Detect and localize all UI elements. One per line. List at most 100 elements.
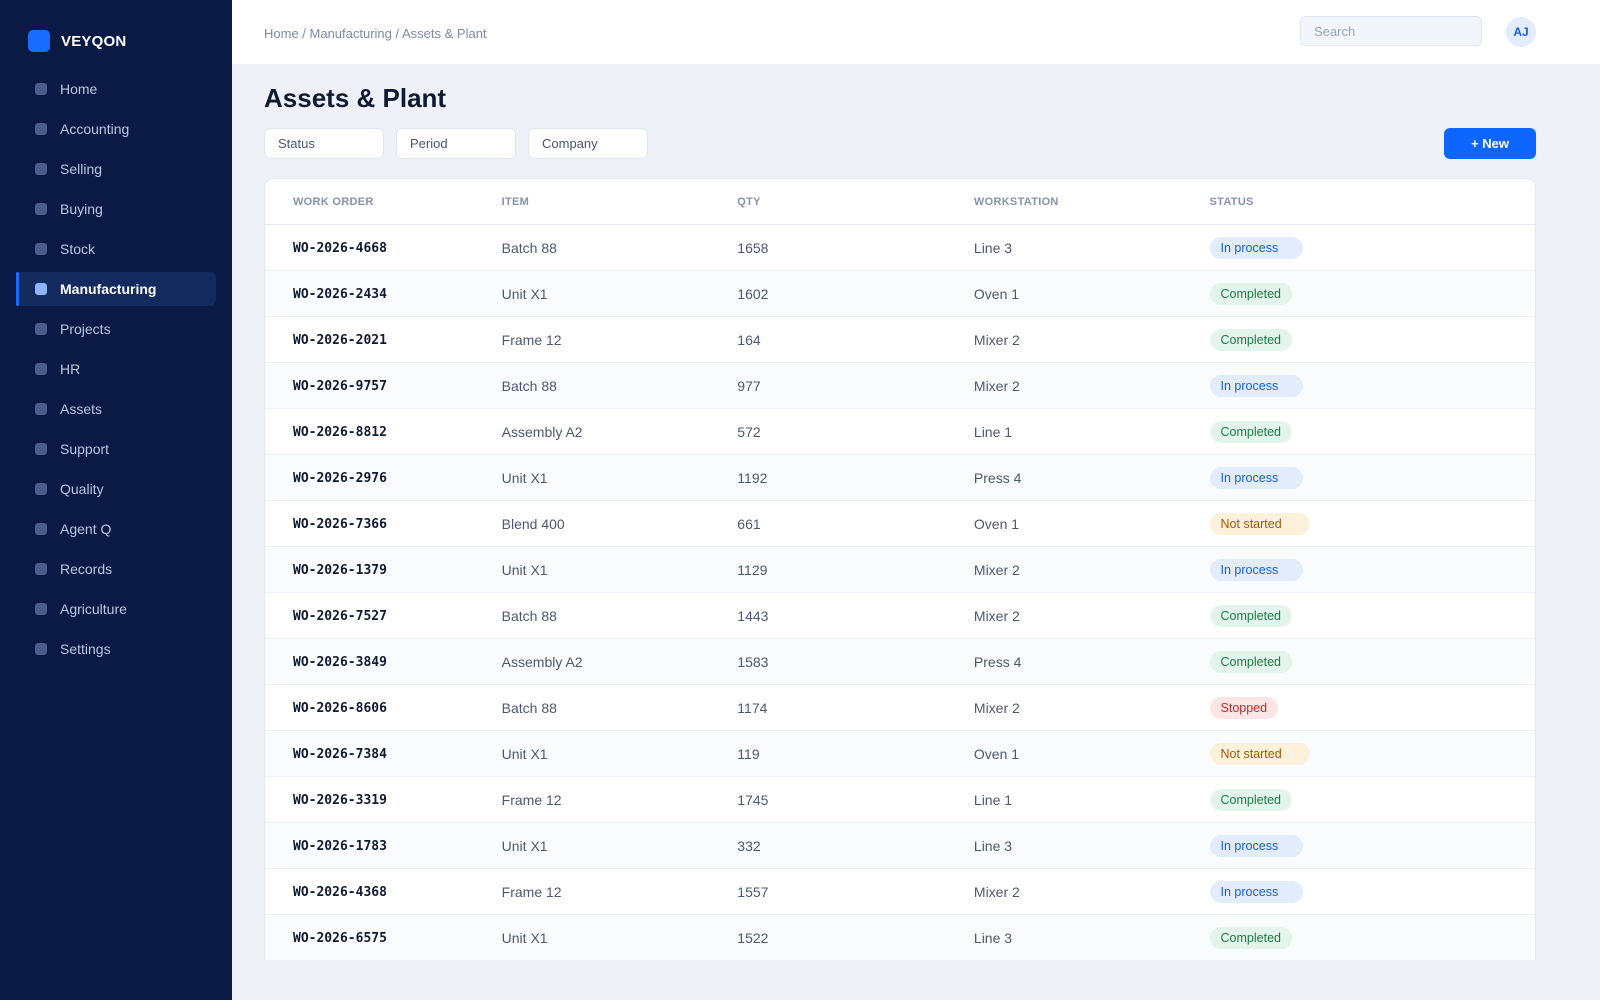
sidebar-item-records[interactable]: Records [16,552,216,586]
brand[interactable]: VEYQON [28,30,126,52]
work-order-id[interactable]: WO-2026-8606 [293,700,387,716]
table-row[interactable]: WO-2026-1379 Unit X1 1129 Mixer 2 In process [265,547,1535,593]
new-button[interactable]: + New [1444,128,1536,159]
table-row[interactable]: WO-2026-7384 Unit X1 119 Oven 1 Not started [265,731,1535,777]
work-order-id[interactable]: WO-2026-4668 [293,240,387,256]
table-row[interactable]: WO-2026-2021 Frame 12 164 Mixer 2 Completed [265,317,1535,363]
table-row[interactable]: WO-2026-2976 Unit X1 1192 Press 4 In process [265,455,1535,501]
sidebar-item-support[interactable]: Support [16,432,216,466]
workstation-cell: Press 4 [973,469,1022,486]
sidebar-item-manufacturing[interactable]: Manufacturing [16,272,216,306]
qty-cell: 1658 [737,239,769,256]
column-header-status[interactable]: STATUS [1209,195,1254,208]
item-cell: Assembly A2 [501,423,583,440]
nav-square-icon [35,123,47,135]
table-row[interactable]: WO-2026-4368 Frame 12 1557 Mixer 2 In proces… [265,869,1535,915]
column-header-item[interactable]: ITEM [501,195,530,208]
sidebar-item-buying[interactable]: Buying [16,192,216,226]
table-row[interactable]: WO-2026-3319 Frame 12 1745 Line 1 Completed [265,777,1535,823]
qty-cell: 977 [737,377,761,394]
sidebar-item-projects[interactable]: Projects [16,312,216,346]
sidebar-item-home[interactable]: Home [16,72,216,106]
nav-square-icon [35,83,47,95]
work-order-id[interactable]: WO-2026-7384 [293,746,387,762]
workstation-cell: Line 3 [973,929,1013,946]
workstation-cell: Mixer 2 [973,607,1020,624]
sidebar-item-agent-q[interactable]: Agent Q [16,512,216,546]
work-order-id[interactable]: WO-2026-7527 [293,608,387,624]
work-orders-table: WORK ORDER ITEM QTY WORKSTATION STATUS W… [264,178,1536,960]
sidebar-item-quality[interactable]: Quality [16,472,216,506]
sidebar-item-selling[interactable]: Selling [16,152,216,186]
sidebar-item-label: HR [60,361,81,377]
work-order-id[interactable]: WO-2026-4368 [293,884,387,900]
status-badge: Not started [1209,512,1310,535]
page-title: Assets & Plant [264,83,447,113]
company-filter[interactable]: Company [528,128,648,159]
item-cell: Frame 12 [501,791,562,808]
work-order-id[interactable]: WO-2026-2976 [293,470,387,486]
qty-cell: 119 [737,745,760,762]
table-row[interactable]: WO-2026-8606 Batch 88 1174 Mixer 2 Stopped [265,685,1535,731]
sidebar-item-settings[interactable]: Settings [16,632,216,666]
work-order-id[interactable]: WO-2026-7366 [293,516,387,532]
work-order-id[interactable]: WO-2026-3849 [293,654,387,670]
sidebar-item-accounting[interactable]: Accounting [16,112,216,146]
item-cell: Batch 88 [501,239,557,256]
status-badge: Stopped [1209,696,1279,719]
work-order-id[interactable]: WO-2026-1379 [293,562,387,578]
column-header-workstation[interactable]: WORKSTATION [973,195,1059,208]
item-cell: Unit X1 [501,929,548,946]
table-row[interactable]: WO-2026-1783 Unit X1 332 Line 3 In process [265,823,1535,869]
item-cell: Batch 88 [501,377,557,394]
table-row[interactable]: WO-2026-2434 Unit X1 1602 Oven 1 Completed [265,271,1535,317]
nav-square-icon [35,283,47,295]
work-order-id[interactable]: WO-2026-3319 [293,792,387,808]
table-header: WORK ORDER ITEM QTY WORKSTATION STATUS [265,179,1535,225]
item-cell: Unit X1 [501,561,548,578]
sidebar-item-label: Assets [60,401,103,417]
work-order-id[interactable]: WO-2026-1783 [293,838,387,854]
workstation-cell: Line 3 [973,239,1013,256]
status-badge: Completed [1209,788,1292,811]
qty-cell: 1557 [737,883,769,900]
qty-cell: 164 [737,331,761,348]
column-header-qty[interactable]: QTY [737,195,761,208]
sidebar-item-assets[interactable]: Assets [16,392,216,426]
table-row[interactable]: WO-2026-9757 Batch 88 977 Mixer 2 In process [265,363,1535,409]
work-order-id[interactable]: WO-2026-8812 [293,424,387,440]
item-cell: Frame 12 [501,331,562,348]
item-cell: Frame 12 [501,883,562,900]
column-header-work-order[interactable]: WORK ORDER [293,195,374,208]
table-row[interactable]: WO-2026-3849 Assembly A2 1583 Press 4 Comple… [265,639,1535,685]
nav-square-icon [35,243,47,255]
table-row[interactable]: WO-2026-6575 Unit X1 1522 Line 3 Completed [265,915,1535,960]
status-filter[interactable]: Status [264,128,384,159]
table-row[interactable]: WO-2026-7366 Blend 400 661 Oven 1 Not starte… [265,501,1535,547]
nav-square-icon [35,603,47,615]
item-cell: Batch 88 [501,607,557,624]
sidebar-item-hr[interactable]: HR [16,352,216,386]
breadcrumb[interactable]: Home / Manufacturing / Assets & Plant [264,26,487,41]
table-row[interactable]: WO-2026-4668 Batch 88 1658 Line 3 In process [265,225,1535,271]
workstation-cell: Mixer 2 [973,699,1020,716]
sidebar-item-label: Settings [60,641,111,657]
sidebar-item-stock[interactable]: Stock [16,232,216,266]
work-order-id[interactable]: WO-2026-6575 [293,930,387,946]
work-order-id[interactable]: WO-2026-9757 [293,378,387,394]
table-row[interactable]: WO-2026-7527 Batch 88 1443 Mixer 2 Completed [265,593,1535,639]
status-badge: Not started [1209,742,1310,765]
work-order-id[interactable]: WO-2026-2434 [293,286,387,302]
status-badge: Completed [1209,282,1292,305]
qty-cell: 332 [737,837,761,854]
avatar[interactable]: AJ [1506,17,1536,47]
period-filter[interactable]: Period [396,128,516,159]
status-badge: In process [1209,558,1303,581]
status-badge: In process [1209,880,1303,903]
work-order-id[interactable]: WO-2026-2021 [293,332,387,348]
topbar: Home / Manufacturing / Assets & Plant AJ [232,0,1600,64]
table-row[interactable]: WO-2026-8812 Assembly A2 572 Line 1 Complete… [265,409,1535,455]
sidebar-item-agriculture[interactable]: Agriculture [16,592,216,626]
qty-cell: 1129 [737,561,768,578]
search-input[interactable] [1300,16,1482,46]
